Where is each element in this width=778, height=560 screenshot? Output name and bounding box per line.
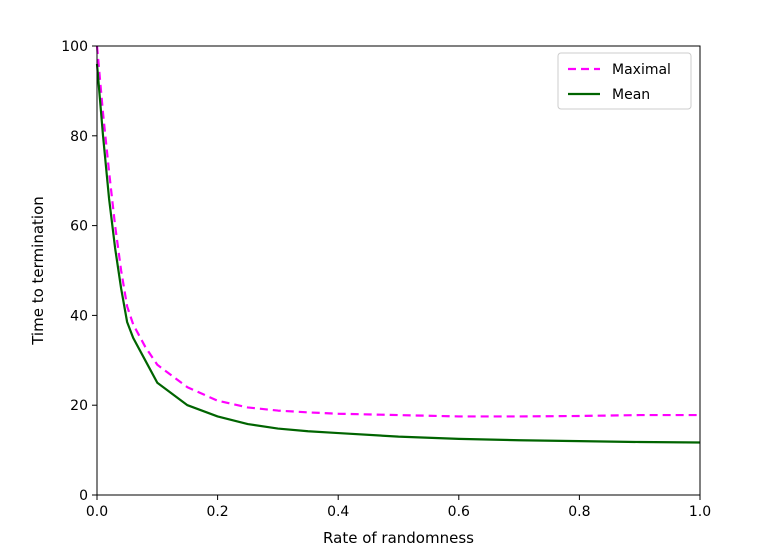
x-axis-label: Rate of randomness <box>323 529 474 547</box>
y-axis-label: Time to termination <box>29 196 47 346</box>
legend: Maximal Mean <box>557 52 692 110</box>
x-tick-label: 0.2 <box>206 504 228 520</box>
y-tick-label: 0 <box>79 488 88 504</box>
legend-label-maximal: Maximal <box>612 62 671 78</box>
x-tick-label: 0.0 <box>86 504 108 520</box>
plot-frame <box>96 45 701 496</box>
x-tick-label: 0.4 <box>327 504 349 520</box>
x-axis-ticks: 0.0 0.2 0.4 0.6 0.8 1.0 <box>86 495 711 520</box>
y-tick-label: 80 <box>70 129 88 145</box>
legend-label-mean: Mean <box>612 87 650 103</box>
x-tick-label: 0.8 <box>568 504 590 520</box>
x-tick-label: 0.6 <box>448 504 470 520</box>
plot-lines <box>95 45 701 444</box>
y-tick-label: 60 <box>70 219 88 235</box>
series-line-maximal <box>95 45 700 418</box>
series-line-mean <box>95 63 701 444</box>
y-tick-label: 20 <box>70 398 88 414</box>
y-tick-label: 40 <box>70 308 88 324</box>
x-tick-label: 1.0 <box>689 504 711 520</box>
y-axis-ticks: 0 20 40 60 80 100 <box>61 39 97 504</box>
y-tick-label: 100 <box>61 39 88 55</box>
